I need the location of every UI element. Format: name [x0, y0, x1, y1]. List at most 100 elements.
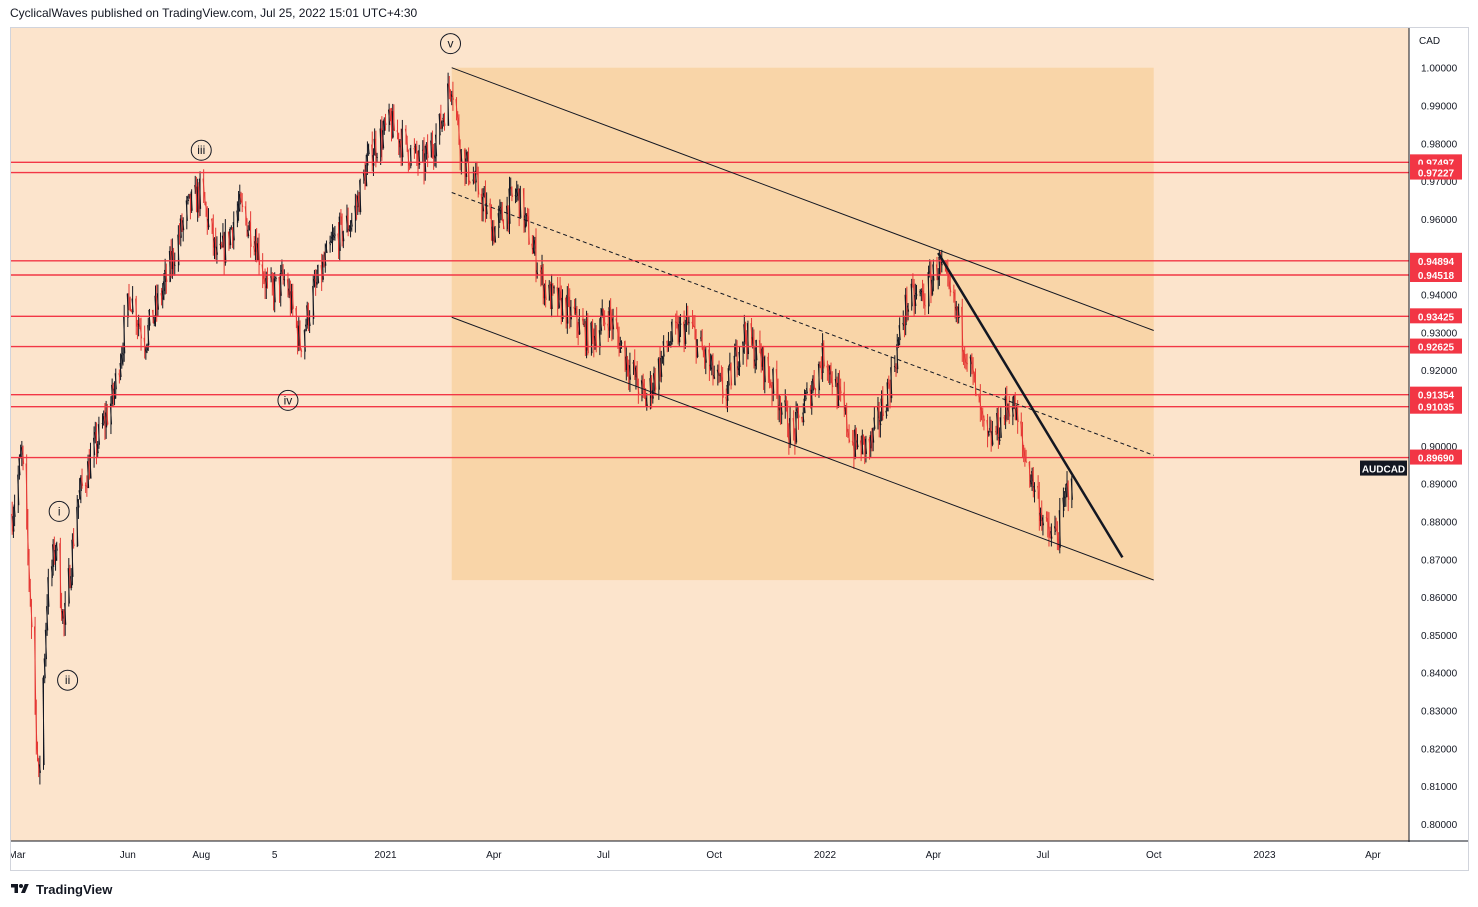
candle — [704, 347, 707, 375]
candle — [127, 283, 131, 311]
candle-body — [162, 281, 166, 292]
candle — [595, 325, 598, 353]
candle-body — [738, 351, 741, 368]
candle-body — [286, 279, 290, 295]
candle — [342, 230, 345, 249]
candle — [1050, 523, 1053, 547]
candle-body — [161, 290, 164, 300]
candle-body — [362, 172, 365, 181]
x-tick-label: Jul — [1037, 850, 1050, 861]
candle — [536, 262, 539, 279]
y-tick-label: 1.00000 — [1421, 64, 1458, 75]
candle — [306, 301, 309, 329]
candle — [273, 272, 276, 313]
candle — [669, 331, 672, 348]
candle — [221, 223, 225, 248]
candle-body — [239, 193, 243, 203]
candle — [768, 366, 771, 389]
candle-body — [92, 437, 96, 456]
candle — [746, 320, 750, 360]
candle — [785, 396, 788, 412]
candle-body — [29, 580, 32, 604]
candle-body — [709, 364, 712, 370]
candle — [261, 253, 264, 289]
candle-body — [424, 153, 427, 173]
chart-frame[interactable]: i ii iii iv v CAD 1.00000 0.99000 0.98000 0.97000… — [10, 27, 1469, 871]
candle-body — [459, 142, 462, 163]
candle-body — [847, 433, 851, 443]
candle — [29, 578, 32, 607]
candle — [532, 235, 535, 254]
candle-body — [1065, 483, 1069, 489]
candle — [355, 194, 358, 220]
candle — [147, 317, 150, 351]
level-price-tag-text: 0.89690 — [1418, 454, 1455, 465]
candle — [624, 340, 627, 372]
candle-body — [1011, 407, 1014, 417]
candle-body — [902, 322, 905, 327]
candle — [662, 335, 665, 366]
level-price-tag-bg — [1410, 338, 1462, 354]
candle — [25, 454, 28, 530]
candle-body — [903, 322, 906, 326]
candle — [239, 191, 243, 203]
candle-body — [750, 323, 753, 344]
candle — [70, 568, 73, 591]
y-tick-label: 0.84000 — [1421, 669, 1458, 680]
level-price-tag: 0.91354 — [1410, 386, 1462, 402]
candle-body — [518, 188, 521, 218]
candle — [59, 537, 62, 609]
candle — [831, 371, 834, 396]
candle-body — [165, 269, 168, 282]
candle — [610, 309, 613, 342]
candle — [480, 188, 483, 222]
candle — [177, 225, 180, 272]
candle-body — [443, 117, 446, 126]
candle — [241, 193, 244, 213]
level-price-tag-text: 0.97227 — [1418, 169, 1455, 180]
candle-body — [794, 411, 798, 443]
candle-body — [337, 233, 340, 251]
candle-body — [434, 134, 438, 157]
x-tick-label: Oct — [706, 850, 722, 861]
channel-lower-line — [451, 316, 1154, 581]
candle — [379, 119, 382, 166]
candle-body — [940, 261, 943, 266]
candle-body — [1033, 485, 1036, 492]
candle-body — [872, 428, 875, 443]
candle — [244, 201, 247, 226]
candle-body — [95, 431, 98, 454]
candle — [661, 355, 664, 364]
candle-body — [101, 422, 104, 426]
candle-body — [114, 373, 117, 390]
candle — [1021, 421, 1024, 459]
candle — [637, 378, 640, 404]
candle — [224, 219, 227, 266]
y-tick-label: 0.81000 — [1421, 782, 1458, 793]
candle-body — [25, 463, 28, 522]
candle — [937, 268, 940, 290]
candle — [923, 293, 926, 316]
candle — [467, 147, 470, 186]
candle — [743, 314, 746, 354]
candle-body — [626, 356, 629, 373]
candle-body — [400, 140, 403, 158]
candle — [253, 236, 256, 256]
candle — [515, 180, 518, 203]
candle-body — [752, 337, 756, 367]
candle — [347, 207, 350, 237]
candle — [376, 152, 379, 163]
candle — [232, 211, 235, 250]
candle-body — [97, 424, 101, 445]
candle — [296, 320, 299, 355]
candle — [366, 141, 369, 175]
candle-body — [348, 228, 351, 232]
candle-body — [447, 83, 450, 126]
candle-body — [455, 99, 458, 116]
candle-body — [43, 658, 46, 679]
candle-body — [71, 539, 74, 577]
candle-body — [670, 321, 674, 342]
candle — [430, 132, 433, 158]
candle — [297, 317, 300, 352]
